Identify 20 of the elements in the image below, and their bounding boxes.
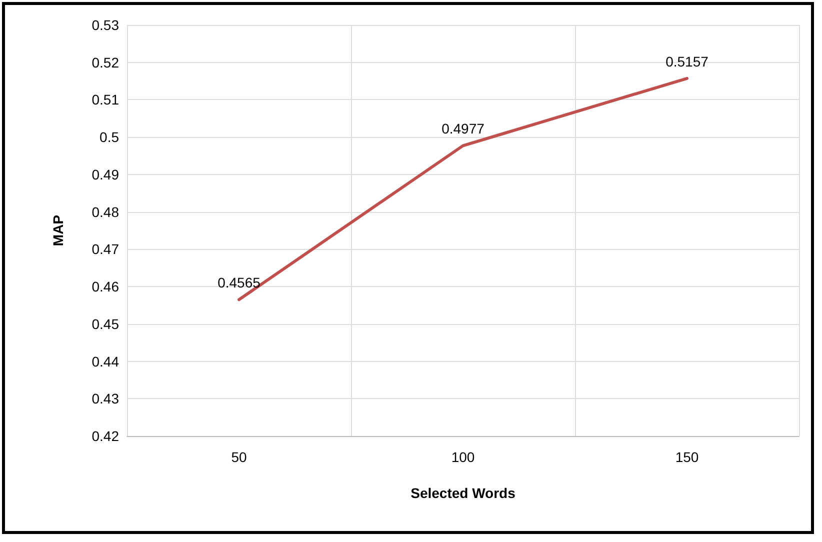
data-label: 0.4565: [218, 274, 261, 291]
y-tick-label: 0.42: [92, 428, 120, 444]
data-label: 0.5157: [666, 53, 709, 70]
y-tick-label: 0.46: [92, 278, 120, 295]
data-label: 0.4977: [442, 120, 485, 137]
y-tick-label: 0.53: [92, 17, 120, 33]
x-tick-label: 50: [231, 449, 247, 465]
y-tick-label: 0.44: [92, 353, 120, 370]
x-axis-title: Selected Words: [410, 485, 516, 501]
y-tick-label: 0.5: [100, 129, 120, 146]
y-tick-label: 0.47: [92, 241, 120, 258]
y-axis-title: MAP: [50, 214, 66, 246]
y-tick-label: 0.45: [92, 316, 120, 332]
y-tick-label: 0.49: [92, 166, 120, 182]
y-tick-label: 0.52: [92, 54, 120, 70]
x-tick-label: 150: [675, 449, 699, 465]
y-tick-label: 0.43: [92, 390, 120, 407]
y-tick-label: 0.51: [92, 92, 120, 108]
x-tick-label: 100: [451, 449, 475, 465]
y-tick-label: 0.48: [92, 204, 120, 220]
